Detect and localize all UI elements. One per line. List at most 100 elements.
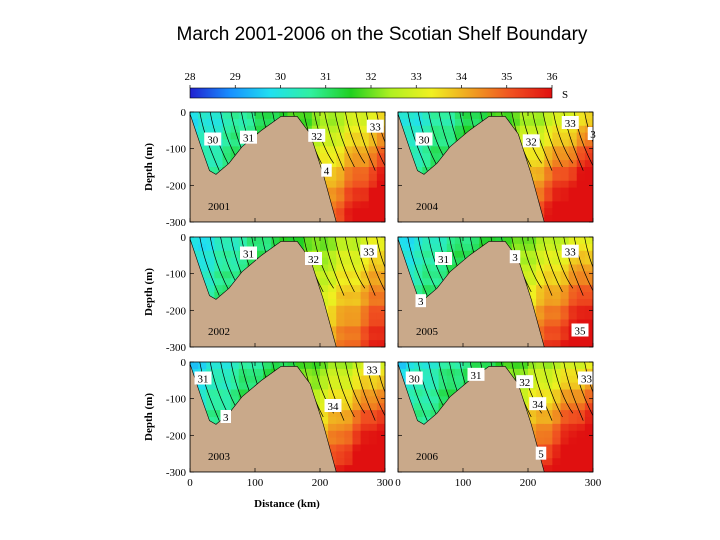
bathymetry — [190, 363, 337, 472]
contour-label: 32 — [311, 131, 322, 143]
salinity-cell — [360, 167, 370, 175]
salinity-cell — [222, 237, 232, 245]
salinity-cell — [430, 112, 440, 120]
contour-label: 31 — [198, 374, 209, 386]
salinity-cell — [368, 430, 378, 439]
contour-label-box — [535, 446, 547, 460]
salinity-cell — [344, 362, 354, 370]
salinity-cell — [568, 396, 578, 404]
salinity-cell — [206, 243, 215, 252]
isohaline — [334, 362, 355, 418]
colorbar: 28 29 30 31 32 33 34 35 36S — [185, 71, 569, 101]
salinity-cell — [584, 285, 593, 293]
isohaline — [532, 362, 553, 421]
salinity-cell — [536, 437, 545, 446]
salinity-cell — [479, 362, 488, 370]
salinity-cell — [560, 132, 570, 141]
salinity-cell — [576, 208, 586, 216]
salinity-cell — [560, 180, 570, 189]
salinity-cell — [376, 340, 385, 347]
bathymetry — [398, 238, 545, 347]
salinity-cell — [336, 333, 345, 341]
y-axis-label: Depth (m) — [143, 268, 155, 316]
salinity-cell — [536, 132, 545, 141]
salinity-cell — [519, 362, 529, 370]
salinity-cell — [568, 430, 578, 439]
salinity-cell — [528, 125, 537, 134]
salinity-cell — [360, 458, 370, 466]
salinity-cell — [376, 292, 385, 300]
salinity-cell — [552, 396, 562, 404]
salinity-cell — [222, 112, 232, 120]
salinity-cell — [422, 153, 432, 161]
x-tick-label: 0 — [187, 477, 193, 489]
salinity-cell — [368, 187, 378, 196]
salinity-cell — [454, 362, 464, 370]
salinity-cell — [360, 340, 370, 347]
salinity-cell — [536, 125, 545, 134]
salinity-cell — [552, 215, 562, 222]
salinity-cell — [376, 271, 385, 279]
salinity-cell — [584, 250, 593, 259]
salinity-cell — [552, 264, 562, 272]
salinity-cell — [295, 362, 305, 370]
salinity-cell — [552, 305, 562, 314]
salinity-cell — [576, 403, 586, 411]
contour-label: 30 — [419, 135, 431, 147]
isohaline — [542, 362, 563, 418]
salinity-cell — [336, 194, 345, 202]
salinity-cell — [536, 146, 545, 154]
salinity-cell — [344, 237, 354, 245]
salinity-cell — [368, 292, 378, 300]
panel-frame — [189, 361, 386, 473]
salinity-cell — [552, 278, 562, 286]
salinity-cell — [398, 237, 407, 245]
salinity-cell — [560, 403, 570, 411]
salinity-cell — [328, 167, 337, 175]
salinity-cell — [552, 118, 562, 127]
salinity-cell — [584, 298, 593, 307]
salinity-cell — [246, 382, 256, 391]
salinity-cell — [552, 250, 562, 259]
salinity-cell — [344, 132, 354, 141]
salinity-cell — [352, 167, 362, 175]
salinity-cell — [214, 125, 224, 134]
salinity-cell — [576, 410, 586, 418]
salinity-cell — [576, 160, 586, 168]
salinity-cell — [552, 340, 562, 347]
salinity-cell — [352, 382, 362, 391]
salinity-cell — [519, 237, 529, 245]
salinity-cell — [376, 305, 385, 314]
contour-label: 33 — [370, 122, 382, 134]
salinity-cell — [568, 285, 578, 293]
contour-label: 34 — [328, 401, 340, 413]
salinity-cell — [214, 112, 224, 120]
salinity-cell — [536, 173, 545, 182]
salinity-cell — [430, 362, 440, 370]
salinity-cell — [576, 243, 586, 252]
salinity-cell — [336, 312, 345, 321]
isohaline — [573, 237, 593, 292]
salinity-cell — [422, 167, 432, 175]
contour-label-box — [360, 244, 378, 258]
salinity-cell — [560, 319, 570, 327]
salinity-cell — [536, 243, 545, 252]
salinity-cell — [320, 146, 329, 154]
salinity-cell — [328, 444, 337, 452]
salinity-cell — [230, 257, 240, 266]
salinity-cell — [422, 146, 432, 154]
salinity-cell — [311, 237, 321, 245]
salinity-cell — [503, 237, 513, 245]
salinity-cell — [360, 292, 370, 300]
salinity-cell — [344, 112, 354, 120]
salinity-cell — [576, 167, 586, 175]
salinity-cell — [206, 417, 215, 425]
salinity-cell — [376, 153, 385, 161]
salinity-cell — [352, 326, 362, 334]
salinity-cell — [336, 292, 345, 300]
salinity-cell — [206, 167, 215, 175]
salinity-cell — [544, 153, 553, 161]
salinity-cell — [454, 250, 464, 259]
salinity-cell — [414, 264, 423, 272]
